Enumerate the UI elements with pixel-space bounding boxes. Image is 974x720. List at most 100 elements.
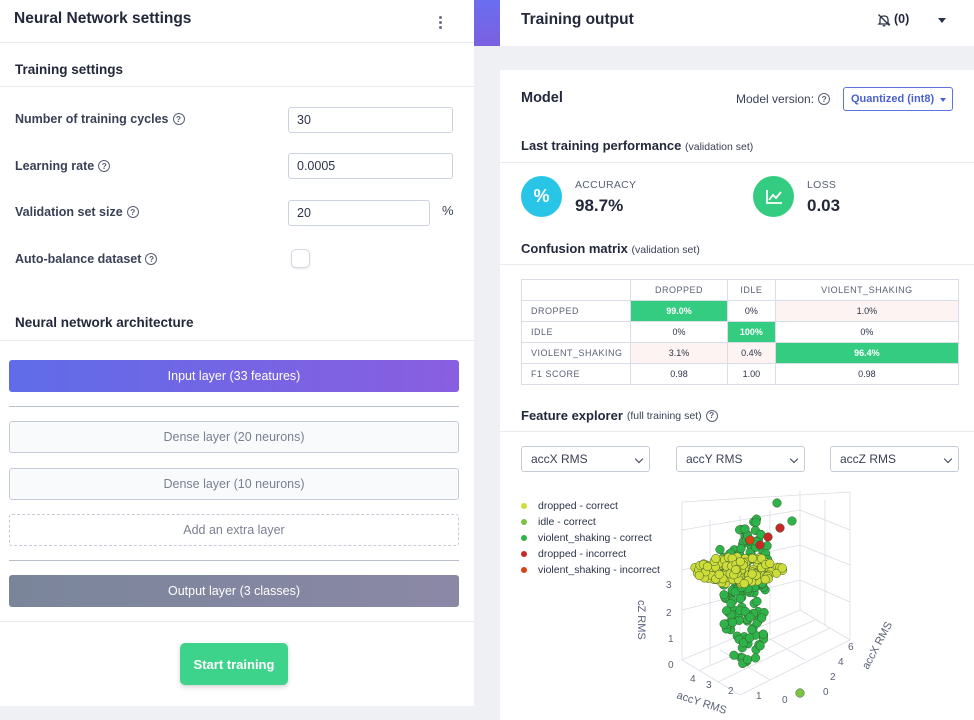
scatter-point <box>747 553 757 563</box>
scatter-point <box>731 565 741 575</box>
scatter-point <box>755 540 765 550</box>
row-header: VIOLENT_SHAKING <box>521 342 631 364</box>
feature-explorer-subtitle: (full training set) <box>626 409 702 422</box>
scatter-point <box>795 688 805 698</box>
legend-item[interactable]: dropped - correct <box>521 498 660 514</box>
training-output-header: Training output (0) <box>500 0 974 46</box>
legend-dot <box>521 567 527 573</box>
layer-separator <box>9 406 459 407</box>
table-row: DROPPED 99.0% 0% 1.0% <box>521 300 960 322</box>
y-tick: 3 <box>706 680 712 691</box>
legend-dot <box>521 551 527 557</box>
model-version-select[interactable]: Quantized (int8) <box>843 87 953 111</box>
scatter-point <box>726 599 736 609</box>
validation-size-label-text: Validation set size <box>15 205 123 219</box>
divider <box>0 42 474 43</box>
confusion-matrix-subtitle: (validation set) <box>631 244 700 256</box>
legend-item[interactable]: dropped - incorrect <box>521 546 660 562</box>
x-tick: 6 <box>848 642 854 653</box>
x-axis-select[interactable]: accX RMS <box>521 446 650 472</box>
add-layer-button[interactable]: Add an extra layer <box>9 514 459 546</box>
scatter-points <box>690 498 805 698</box>
table-cell: 100% <box>727 321 776 343</box>
legend-label: idle - correct <box>538 516 596 528</box>
chevron-down-icon[interactable] <box>938 18 946 23</box>
table-cell: 1.00 <box>727 363 776 385</box>
legend-dot <box>521 503 527 509</box>
validation-size-label: Validation set size ? <box>15 205 139 219</box>
more-options-icon[interactable] <box>433 12 447 32</box>
divider <box>500 264 974 265</box>
training-settings-title: Training settings <box>15 62 124 77</box>
chevron-down-icon <box>943 454 953 464</box>
feature-explorer-title: Feature explorer (full training set) ? <box>521 408 718 423</box>
scatter-point <box>729 650 739 660</box>
scatter-point <box>727 617 738 628</box>
table-cell: 0.98 <box>774 363 960 385</box>
learning-rate-input[interactable]: 0.0005 <box>288 153 453 179</box>
plot-legend: dropped - correct idle - correct violent… <box>521 498 660 578</box>
y-tick: 2 <box>728 686 734 697</box>
divider <box>0 340 474 341</box>
table-row: IDLE 0% 100% 0% <box>521 321 960 343</box>
x-tick: 2 <box>830 672 836 683</box>
scatter-point <box>763 532 773 542</box>
model-title: Model <box>521 90 563 106</box>
architecture-title: Neural network architecture <box>15 315 194 330</box>
scatter-point <box>738 638 749 648</box>
legend-dot <box>521 535 527 541</box>
y-axis-select[interactable]: accY RMS <box>676 446 805 472</box>
table-cell: 0.4% <box>727 342 776 364</box>
legend-item[interactable]: idle - correct <box>521 514 660 530</box>
legend-label: violent_shaking - incorrect <box>538 564 660 576</box>
input-layer[interactable]: Input layer (33 features) <box>9 360 459 392</box>
z-tick: 0 <box>668 660 674 671</box>
trend-chart-icon <box>765 189 782 204</box>
z-axis-select[interactable]: accZ RMS <box>830 446 959 472</box>
table-cell: 3.1% <box>629 342 729 364</box>
scatter-point <box>745 612 755 622</box>
auto-balance-checkbox[interactable] <box>291 249 310 268</box>
z-axis-value: accZ RMS <box>840 452 897 466</box>
legend-label: dropped - correct <box>538 500 618 512</box>
z-tick: 3 <box>666 580 672 591</box>
auto-balance-label-text: Auto-balance dataset <box>15 252 142 266</box>
legend-label: violent_shaking - correct <box>538 532 652 544</box>
output-layer[interactable]: Output layer (3 classes) <box>9 575 459 607</box>
help-icon[interactable]: ? <box>98 160 111 172</box>
scatter-point <box>742 655 753 665</box>
dense-layer-1[interactable]: Dense layer (20 neurons) <box>9 421 459 453</box>
table-cell: 0% <box>727 300 776 322</box>
scatter-point <box>739 578 749 589</box>
scatter-point <box>772 498 782 508</box>
feature-scatter-3d-plot[interactable]: 3 2 1 0 4 3 2 1 0 0 2 4 6 cZ RMS accY RM… <box>610 490 910 718</box>
legend-item[interactable]: violent_shaking - incorrect <box>521 562 660 578</box>
help-icon[interactable]: ? <box>126 206 139 218</box>
z-axis-label: cZ RMS <box>635 600 647 640</box>
validation-size-input[interactable]: 20 <box>288 200 430 226</box>
performance-subtitle: (validation set) <box>685 141 754 153</box>
help-icon[interactable]: ? <box>818 93 831 105</box>
divider <box>500 162 974 163</box>
legend-item[interactable]: violent_shaking - correct <box>521 530 660 546</box>
x-tick: 0 <box>823 687 829 698</box>
scatter-point <box>775 523 785 533</box>
layer-separator <box>9 560 459 561</box>
dense-layer-2[interactable]: Dense layer (10 neurons) <box>9 468 459 500</box>
training-cycles-input[interactable]: 30 <box>288 107 453 133</box>
model-version-label: Model version: ? <box>736 92 831 106</box>
scatter-point <box>787 516 797 526</box>
scatter-point <box>719 590 729 600</box>
table-row: F1 SCORE 0.98 1.00 0.98 <box>521 363 960 385</box>
y-tick: 4 <box>690 674 696 685</box>
help-icon[interactable]: ? <box>145 253 158 265</box>
accuracy-value: 98.7% <box>575 196 624 215</box>
help-icon[interactable]: ? <box>172 113 185 125</box>
divider <box>0 86 474 87</box>
bell-off-icon[interactable] <box>877 13 891 27</box>
scatter-point <box>745 633 755 643</box>
start-training-button[interactable]: Start training <box>180 643 288 685</box>
scatter-point <box>714 569 724 579</box>
help-icon[interactable]: ? <box>705 409 718 422</box>
scatter-point <box>735 557 745 567</box>
